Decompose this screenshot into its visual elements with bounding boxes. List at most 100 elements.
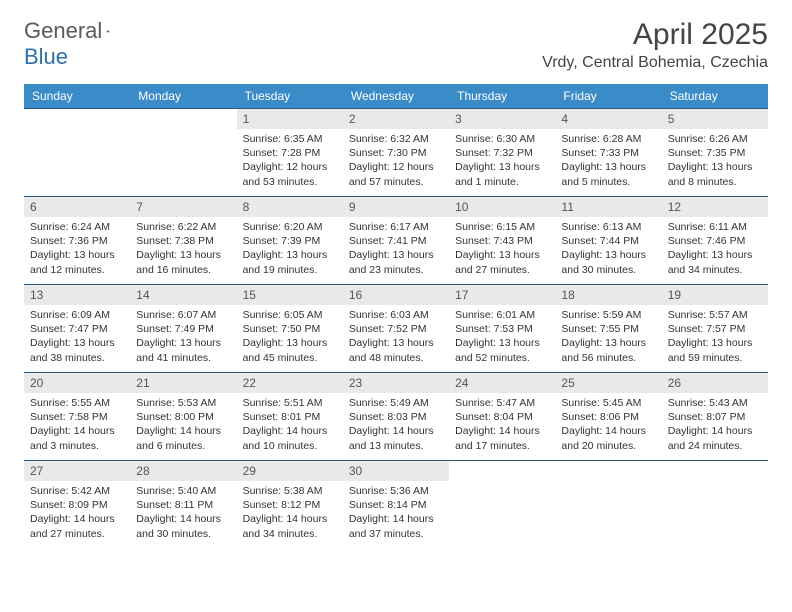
calendar-cell: 5Sunrise: 6:26 AMSunset: 7:35 PMDaylight… (662, 109, 768, 197)
daylight-text: Daylight: 14 hours and 6 minutes. (136, 424, 230, 452)
calendar-cell: 27Sunrise: 5:42 AMSunset: 8:09 PMDayligh… (24, 461, 130, 549)
calendar-cell: 2Sunrise: 6:32 AMSunset: 7:30 PMDaylight… (343, 109, 449, 197)
sunrise-text: Sunrise: 6:01 AM (455, 308, 549, 322)
calendar-cell (130, 109, 236, 197)
day-details: Sunrise: 6:15 AMSunset: 7:43 PMDaylight:… (449, 217, 555, 280)
day-number: 3 (449, 109, 555, 129)
day-details: Sunrise: 5:42 AMSunset: 8:09 PMDaylight:… (24, 481, 130, 544)
calendar-cell (449, 461, 555, 549)
sunrise-text: Sunrise: 6:30 AM (455, 132, 549, 146)
calendar-table: Sunday Monday Tuesday Wednesday Thursday… (24, 84, 768, 549)
daylight-text: Daylight: 14 hours and 24 minutes. (668, 424, 762, 452)
sunrise-text: Sunrise: 5:40 AM (136, 484, 230, 498)
day-details: Sunrise: 6:07 AMSunset: 7:49 PMDaylight:… (130, 305, 236, 368)
sunrise-text: Sunrise: 5:53 AM (136, 396, 230, 410)
sunset-text: Sunset: 7:41 PM (349, 234, 443, 248)
day-number: 4 (555, 109, 661, 129)
day-number: 15 (237, 285, 343, 305)
logo-text-1: General (24, 18, 102, 44)
calendar-cell: 21Sunrise: 5:53 AMSunset: 8:00 PMDayligh… (130, 373, 236, 461)
day-number: 20 (24, 373, 130, 393)
logo: General (24, 18, 130, 44)
day-number: 6 (24, 197, 130, 217)
day-details: Sunrise: 6:32 AMSunset: 7:30 PMDaylight:… (343, 129, 449, 192)
calendar-cell (662, 461, 768, 549)
sunrise-text: Sunrise: 5:49 AM (349, 396, 443, 410)
day-details: Sunrise: 5:43 AMSunset: 8:07 PMDaylight:… (662, 393, 768, 456)
sunset-text: Sunset: 7:35 PM (668, 146, 762, 160)
calendar-cell: 22Sunrise: 5:51 AMSunset: 8:01 PMDayligh… (237, 373, 343, 461)
sunset-text: Sunset: 7:57 PM (668, 322, 762, 336)
daylight-text: Daylight: 14 hours and 30 minutes. (136, 512, 230, 540)
sunrise-text: Sunrise: 5:51 AM (243, 396, 337, 410)
day-number: 12 (662, 197, 768, 217)
calendar-week-row: 27Sunrise: 5:42 AMSunset: 8:09 PMDayligh… (24, 461, 768, 549)
sunrise-text: Sunrise: 6:03 AM (349, 308, 443, 322)
calendar-cell: 8Sunrise: 6:20 AMSunset: 7:39 PMDaylight… (237, 197, 343, 285)
sunset-text: Sunset: 7:46 PM (668, 234, 762, 248)
day-details: Sunrise: 6:09 AMSunset: 7:47 PMDaylight:… (24, 305, 130, 368)
location: Vrdy, Central Bohemia, Czechia (542, 54, 768, 72)
sunset-text: Sunset: 8:03 PM (349, 410, 443, 424)
calendar-cell: 11Sunrise: 6:13 AMSunset: 7:44 PMDayligh… (555, 197, 661, 285)
daylight-text: Daylight: 13 hours and 23 minutes. (349, 248, 443, 276)
daylight-text: Daylight: 13 hours and 56 minutes. (561, 336, 655, 364)
day-details: Sunrise: 5:36 AMSunset: 8:14 PMDaylight:… (343, 481, 449, 544)
day-details: Sunrise: 6:01 AMSunset: 7:53 PMDaylight:… (449, 305, 555, 368)
daylight-text: Daylight: 14 hours and 27 minutes. (30, 512, 124, 540)
sunset-text: Sunset: 7:39 PM (243, 234, 337, 248)
calendar-cell: 18Sunrise: 5:59 AMSunset: 7:55 PMDayligh… (555, 285, 661, 373)
day-details: Sunrise: 5:55 AMSunset: 7:58 PMDaylight:… (24, 393, 130, 456)
weekday-header: Monday (130, 84, 236, 109)
calendar-cell: 15Sunrise: 6:05 AMSunset: 7:50 PMDayligh… (237, 285, 343, 373)
logo-text-2: Blue (24, 44, 68, 70)
sunset-text: Sunset: 7:43 PM (455, 234, 549, 248)
daylight-text: Daylight: 12 hours and 53 minutes. (243, 160, 337, 188)
calendar-cell: 14Sunrise: 6:07 AMSunset: 7:49 PMDayligh… (130, 285, 236, 373)
sunrise-text: Sunrise: 6:17 AM (349, 220, 443, 234)
day-details: Sunrise: 6:17 AMSunset: 7:41 PMDaylight:… (343, 217, 449, 280)
calendar-cell (555, 461, 661, 549)
calendar-cell: 29Sunrise: 5:38 AMSunset: 8:12 PMDayligh… (237, 461, 343, 549)
daylight-text: Daylight: 13 hours and 34 minutes. (668, 248, 762, 276)
sunrise-text: Sunrise: 6:07 AM (136, 308, 230, 322)
day-number: 29 (237, 461, 343, 481)
day-details: Sunrise: 5:53 AMSunset: 8:00 PMDaylight:… (130, 393, 236, 456)
sunrise-text: Sunrise: 6:28 AM (561, 132, 655, 146)
day-number: 21 (130, 373, 236, 393)
calendar-cell: 7Sunrise: 6:22 AMSunset: 7:38 PMDaylight… (130, 197, 236, 285)
daylight-text: Daylight: 12 hours and 57 minutes. (349, 160, 443, 188)
day-number: 16 (343, 285, 449, 305)
day-details: Sunrise: 5:45 AMSunset: 8:06 PMDaylight:… (555, 393, 661, 456)
sunset-text: Sunset: 8:09 PM (30, 498, 124, 512)
day-number: 30 (343, 461, 449, 481)
sunset-text: Sunset: 7:58 PM (30, 410, 124, 424)
day-number: 7 (130, 197, 236, 217)
sunset-text: Sunset: 8:00 PM (136, 410, 230, 424)
day-number: 26 (662, 373, 768, 393)
daylight-text: Daylight: 13 hours and 41 minutes. (136, 336, 230, 364)
calendar-cell: 6Sunrise: 6:24 AMSunset: 7:36 PMDaylight… (24, 197, 130, 285)
daylight-text: Daylight: 13 hours and 8 minutes. (668, 160, 762, 188)
daylight-text: Daylight: 13 hours and 19 minutes. (243, 248, 337, 276)
day-details: Sunrise: 5:59 AMSunset: 7:55 PMDaylight:… (555, 305, 661, 368)
day-number: 10 (449, 197, 555, 217)
calendar-cell: 23Sunrise: 5:49 AMSunset: 8:03 PMDayligh… (343, 373, 449, 461)
daylight-text: Daylight: 14 hours and 10 minutes. (243, 424, 337, 452)
calendar-week-row: 20Sunrise: 5:55 AMSunset: 7:58 PMDayligh… (24, 373, 768, 461)
sunrise-text: Sunrise: 5:43 AM (668, 396, 762, 410)
sunset-text: Sunset: 7:28 PM (243, 146, 337, 160)
day-number: 19 (662, 285, 768, 305)
calendar-cell: 9Sunrise: 6:17 AMSunset: 7:41 PMDaylight… (343, 197, 449, 285)
day-details: Sunrise: 6:13 AMSunset: 7:44 PMDaylight:… (555, 217, 661, 280)
weekday-header: Saturday (662, 84, 768, 109)
day-number: 5 (662, 109, 768, 129)
sunrise-text: Sunrise: 6:13 AM (561, 220, 655, 234)
day-number: 24 (449, 373, 555, 393)
weekday-header: Wednesday (343, 84, 449, 109)
calendar-cell: 17Sunrise: 6:01 AMSunset: 7:53 PMDayligh… (449, 285, 555, 373)
sunset-text: Sunset: 7:47 PM (30, 322, 124, 336)
sunrise-text: Sunrise: 6:24 AM (30, 220, 124, 234)
sunset-text: Sunset: 7:32 PM (455, 146, 549, 160)
day-details: Sunrise: 6:22 AMSunset: 7:38 PMDaylight:… (130, 217, 236, 280)
